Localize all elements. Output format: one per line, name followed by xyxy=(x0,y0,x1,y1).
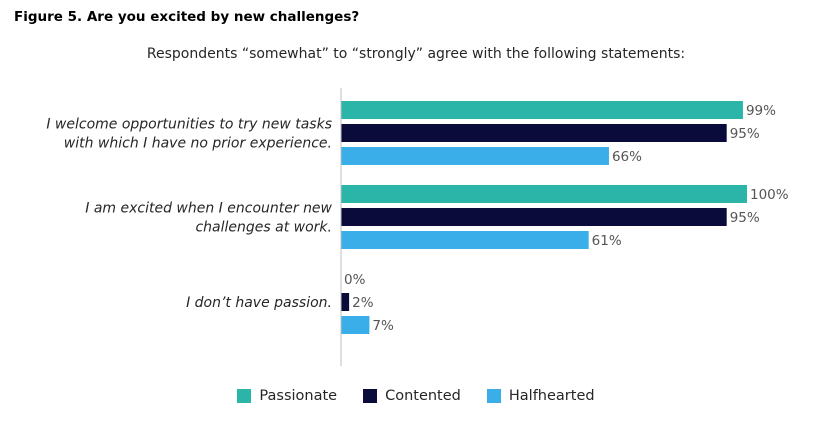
category-label-1-line-1: I welcome opportunities to try new tasks xyxy=(46,117,332,133)
value-label-passionate-2: 100% xyxy=(750,187,789,203)
bar-passionate-2 xyxy=(341,185,747,203)
bar-halfhearted-1 xyxy=(341,147,609,165)
category-label-3-line-1: I don’t have passion. xyxy=(186,295,332,311)
value-label-passionate-1: 99% xyxy=(746,103,776,119)
chart-subtitle: Respondents “somewhat” to “strongly” agr… xyxy=(146,46,686,62)
legend-label-halfhearted: Halfhearted xyxy=(508,388,595,404)
value-label-halfhearted-3: 7% xyxy=(372,318,394,334)
value-label-halfhearted-1: 66% xyxy=(612,149,642,165)
legend-label-passionate: Passionate xyxy=(259,388,338,404)
value-label-passionate-3: 0% xyxy=(344,272,366,288)
legend: Passionate Contented Halfhearted xyxy=(0,388,832,404)
value-label-contented-2: 95% xyxy=(730,210,760,226)
value-label-halfhearted-2: 61% xyxy=(592,233,622,249)
bar-contented-1 xyxy=(341,124,727,142)
legend-item-passionate: Passionate xyxy=(237,388,337,404)
category-label-2-line-1: I am excited when I encounter new xyxy=(85,201,332,217)
legend-swatch-contented xyxy=(363,389,378,403)
legend-item-halfhearted: Halfhearted xyxy=(486,388,595,404)
bar-contented-3 xyxy=(341,293,350,311)
legend-item-contented: Contented xyxy=(363,388,461,404)
category-label-1-line-2: with which I have no prior experience. xyxy=(64,136,332,152)
bar-contented-2 xyxy=(341,208,727,226)
category-label-2-line-2: challenges at work. xyxy=(195,220,332,236)
legend-label-contented: Contented xyxy=(385,388,461,404)
value-label-contented-1: 95% xyxy=(730,126,760,142)
figure-title: Figure 5. Are you excited by new challen… xyxy=(14,9,360,25)
bar-halfhearted-3 xyxy=(341,316,370,334)
legend-swatch-halfhearted xyxy=(486,389,501,403)
bar-halfhearted-2 xyxy=(341,231,589,249)
value-label-contented-3: 2% xyxy=(352,295,374,311)
bar-passionate-1 xyxy=(341,101,743,119)
legend-swatch-passionate xyxy=(237,389,252,403)
